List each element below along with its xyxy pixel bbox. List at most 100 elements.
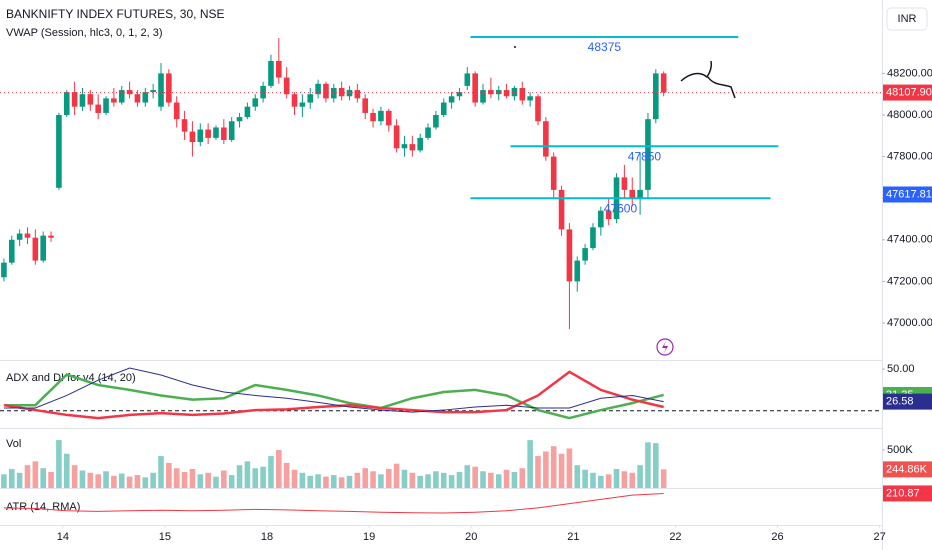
candle-body (228, 121, 235, 140)
indicator-line (3, 492, 664, 514)
candle-body (354, 90, 361, 99)
volume-bar (111, 475, 117, 488)
candle-body (56, 115, 62, 188)
candle-body (299, 102, 306, 107)
candle-body (448, 96, 455, 103)
volume-bar (409, 472, 416, 488)
indicator-title: ATR (14, RMA) (6, 501, 80, 513)
candle-body (480, 90, 486, 103)
candle-body (213, 127, 219, 138)
volume-bar (166, 462, 172, 488)
y-tick-label: 47800.00 (887, 151, 932, 163)
candle-body (181, 119, 188, 132)
volume-bar (362, 468, 369, 488)
candle-body (495, 90, 502, 95)
y-tick-label: 50.00 (887, 363, 915, 375)
volume-bar (425, 474, 431, 488)
candle-body (456, 92, 463, 97)
indicator-line (3, 370, 664, 420)
candle-body (621, 177, 628, 190)
volume-bar (511, 472, 518, 488)
volume-bar (440, 472, 447, 488)
candle-body (393, 125, 400, 149)
candle-body (8, 239, 15, 263)
volume-bar (150, 472, 156, 488)
volume-bar (32, 461, 39, 488)
candle-body (205, 129, 211, 138)
x-tick-label: 18 (261, 531, 273, 543)
volume-bar (582, 469, 588, 488)
volume-bar (503, 469, 510, 488)
candle-body (1, 262, 7, 278)
candle-body (252, 98, 259, 107)
volume-bar (448, 475, 455, 488)
indicator-title: VWAP (Session, hlc3, 0, 1, 2, 3) (6, 27, 163, 39)
vwap-label: 47617.81 (886, 188, 932, 200)
currency-box[interactable] (886, 7, 928, 31)
candle-body (111, 98, 117, 103)
candle-body (488, 90, 494, 95)
volume-bar (48, 472, 54, 488)
last-value-label-box (883, 485, 932, 502)
candle-body (307, 94, 314, 103)
drawing (680, 60, 736, 99)
candle-body (370, 112, 376, 122)
candle-body (550, 156, 557, 190)
y-tick-label: 47400.00 (887, 234, 932, 246)
candle-body (338, 87, 345, 97)
volume-bar (205, 472, 211, 488)
volume-bar (527, 440, 533, 488)
volume-bar (221, 470, 227, 488)
volume-bar (519, 468, 526, 488)
candle-body (16, 233, 23, 240)
volume-bar (95, 474, 101, 488)
volume-bar (637, 465, 643, 488)
x-tick-label: 15 (159, 531, 171, 543)
volume-bar (189, 468, 196, 488)
candle-body (221, 127, 227, 140)
y-tick-label: 500K (887, 444, 913, 456)
volume-bar (354, 472, 361, 488)
volume-bar (268, 456, 274, 488)
volume-bar (480, 471, 486, 488)
drawing-dot (514, 46, 516, 48)
chart-title: BANKNIFTY INDEX FUTURES, 30, NSE (6, 7, 225, 21)
candle-body (566, 229, 573, 282)
volume-bar (134, 475, 141, 488)
currency[interactable]: INR (898, 13, 917, 25)
volume-bar (8, 468, 15, 488)
volume-bar (433, 471, 439, 488)
volume-bar (613, 468, 620, 488)
volume-bar (118, 473, 125, 488)
volume-bar (71, 465, 78, 488)
volume-bar (566, 448, 573, 488)
candle-body (574, 260, 581, 282)
candle-body (362, 98, 369, 113)
candle-body (236, 117, 243, 122)
x-tick-label: 22 (669, 531, 681, 543)
volume-bar (16, 472, 23, 488)
volume-bar (472, 466, 478, 488)
candle-body (472, 73, 478, 103)
candle-body (118, 90, 125, 103)
candle-body (582, 248, 588, 261)
volume-bar (307, 475, 314, 488)
last-price-label: 48107.90 (886, 86, 932, 98)
candle-body (527, 96, 533, 101)
volume-bar (252, 468, 259, 488)
volume-bar (87, 472, 94, 488)
candle-body (417, 137, 423, 151)
candle-body (519, 87, 526, 101)
candle-body (598, 210, 604, 228)
candle-body (346, 90, 353, 97)
candle-body (425, 127, 431, 138)
volume-bar (558, 453, 565, 488)
x-tick-label: 20 (465, 531, 477, 543)
volume-bar (488, 472, 494, 488)
candle-body (103, 98, 109, 113)
candle-body (24, 233, 31, 238)
candle-body (158, 73, 164, 107)
x-tick-label: 14 (57, 531, 69, 543)
last-price-label-box (883, 84, 932, 101)
last-value-label: 210.87 (886, 487, 920, 499)
